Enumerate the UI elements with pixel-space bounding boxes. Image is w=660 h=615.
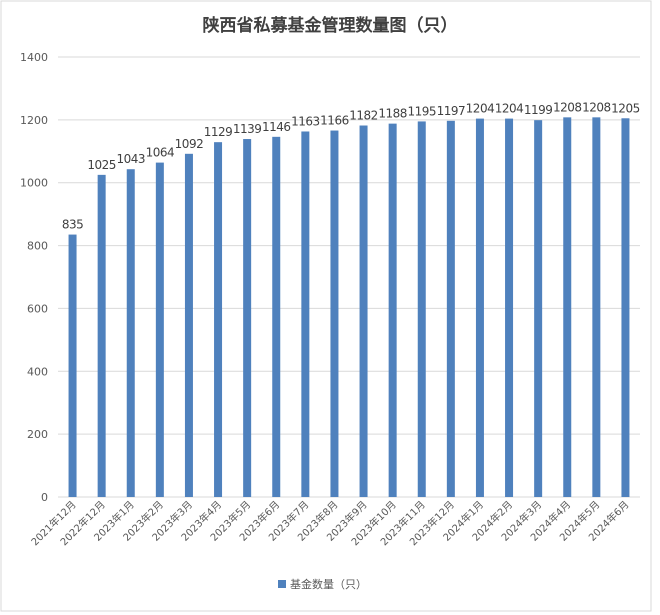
data-label: 1139 [233, 122, 262, 136]
bar [417, 121, 426, 497]
data-label: 1163 [291, 114, 320, 128]
data-label: 1204 [495, 102, 524, 116]
legend-swatch [278, 580, 286, 588]
data-label: 1208 [582, 100, 611, 114]
y-tick-label: 1000 [20, 177, 48, 190]
bar [301, 131, 310, 497]
bar [155, 162, 164, 497]
data-label: 1092 [175, 137, 204, 151]
bar [534, 120, 543, 498]
bar [505, 118, 514, 497]
bar [214, 142, 223, 497]
data-label: 835 [62, 218, 83, 232]
bar [272, 136, 281, 498]
data-label: 1166 [320, 114, 349, 128]
bar [68, 234, 77, 498]
data-label: 1199 [524, 103, 553, 117]
bar [126, 169, 135, 497]
bar [388, 123, 397, 497]
legend-label: 基金数量（只） [290, 577, 367, 591]
data-label: 1146 [262, 120, 291, 134]
data-label: 1182 [349, 109, 378, 123]
data-label: 1025 [87, 158, 116, 172]
bar [97, 174, 106, 497]
data-label: 1129 [204, 125, 233, 139]
bar [446, 120, 455, 498]
data-label: 1195 [407, 104, 436, 118]
bar [359, 125, 368, 497]
y-tick-label: 600 [27, 302, 48, 315]
bar [475, 118, 484, 497]
y-tick-label: 1400 [20, 51, 48, 64]
data-label: 1208 [553, 100, 582, 114]
data-label: 1064 [146, 146, 175, 160]
y-tick-label: 1200 [20, 114, 48, 127]
bar [243, 139, 252, 497]
data-label: 1043 [116, 152, 145, 166]
bar [563, 117, 572, 497]
legend: 基金数量（只） [278, 577, 367, 591]
bar [621, 118, 630, 498]
data-label: 1188 [378, 107, 407, 121]
y-tick-label: 200 [27, 428, 48, 441]
data-label: 1197 [437, 104, 466, 118]
bar [184, 153, 193, 498]
bar [330, 130, 339, 498]
chart-title: 陕西省私募基金管理数量图（只） [203, 15, 458, 36]
y-tick-label: 800 [27, 240, 48, 253]
data-label: 1205 [611, 101, 640, 115]
bar [592, 117, 601, 497]
y-tick-label: 0 [41, 491, 48, 504]
y-tick-label: 400 [27, 365, 48, 378]
data-label: 1204 [466, 102, 495, 116]
